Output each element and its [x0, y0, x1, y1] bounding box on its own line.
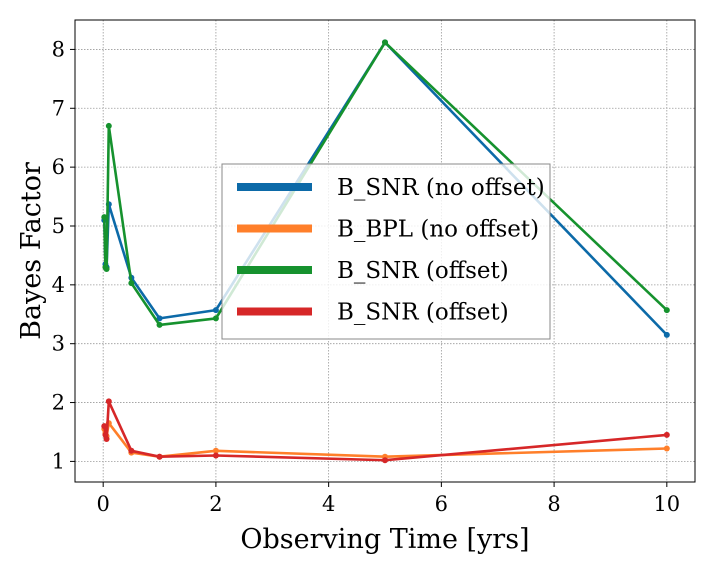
legend-label: B_BPL (no offset) — [337, 217, 539, 243]
y-tick-label: 7 — [52, 96, 65, 120]
series-group — [101, 39, 670, 464]
data-point — [103, 265, 110, 272]
data-point — [212, 315, 219, 322]
data-point — [103, 436, 110, 443]
x-tick-label: 4 — [322, 492, 335, 516]
y-tick-label: 5 — [52, 214, 65, 238]
data-point — [101, 214, 108, 221]
y-tick-label: 2 — [52, 391, 65, 415]
y-tick-label: 1 — [52, 449, 65, 473]
data-point — [128, 280, 135, 287]
x-tick-label: 2 — [209, 492, 222, 516]
data-point — [101, 423, 108, 430]
legend-label: B_SNR (offset) — [337, 300, 509, 326]
y-tick-label: 3 — [52, 332, 65, 356]
data-point — [156, 321, 163, 328]
x-tick-label: 8 — [547, 492, 560, 516]
x-tick-label: 10 — [653, 492, 680, 516]
legend: B_SNR (no offset) B_BPL (no offset) B_SNR … — [221, 163, 551, 340]
data-point — [156, 453, 163, 460]
legend-label: B_SNR (offset) — [337, 258, 509, 284]
data-point — [156, 315, 163, 322]
data-point — [212, 307, 219, 314]
data-point — [105, 122, 112, 129]
legend-label: B_SNR (no offset) — [337, 175, 545, 201]
plot-frame — [74, 19, 696, 483]
x-tick-label: 0 — [96, 492, 109, 516]
series-2 — [101, 39, 670, 328]
data-point — [663, 431, 670, 438]
data-point — [212, 452, 219, 459]
data-point — [663, 445, 670, 452]
y-tick-label: 6 — [52, 155, 65, 179]
data-point — [663, 331, 670, 338]
series-3 — [101, 398, 670, 464]
x-axis-ticks: 0 2 4 6 8 10 — [96, 482, 680, 516]
data-point — [105, 398, 112, 405]
x-axis-label: Observing Time [yrs] — [240, 524, 529, 555]
data-point — [382, 457, 388, 464]
y-axis-label: Bayes Factor — [16, 162, 47, 340]
y-axis-ticks: 1 2 3 4 5 6 7 8 — [52, 37, 75, 473]
y-tick-label: 4 — [52, 273, 65, 297]
y-tick-label: 8 — [52, 37, 65, 61]
data-point — [128, 447, 135, 454]
data-point — [212, 447, 219, 454]
data-point — [382, 39, 388, 46]
x-tick-label: 6 — [435, 492, 448, 516]
data-point — [663, 307, 670, 314]
